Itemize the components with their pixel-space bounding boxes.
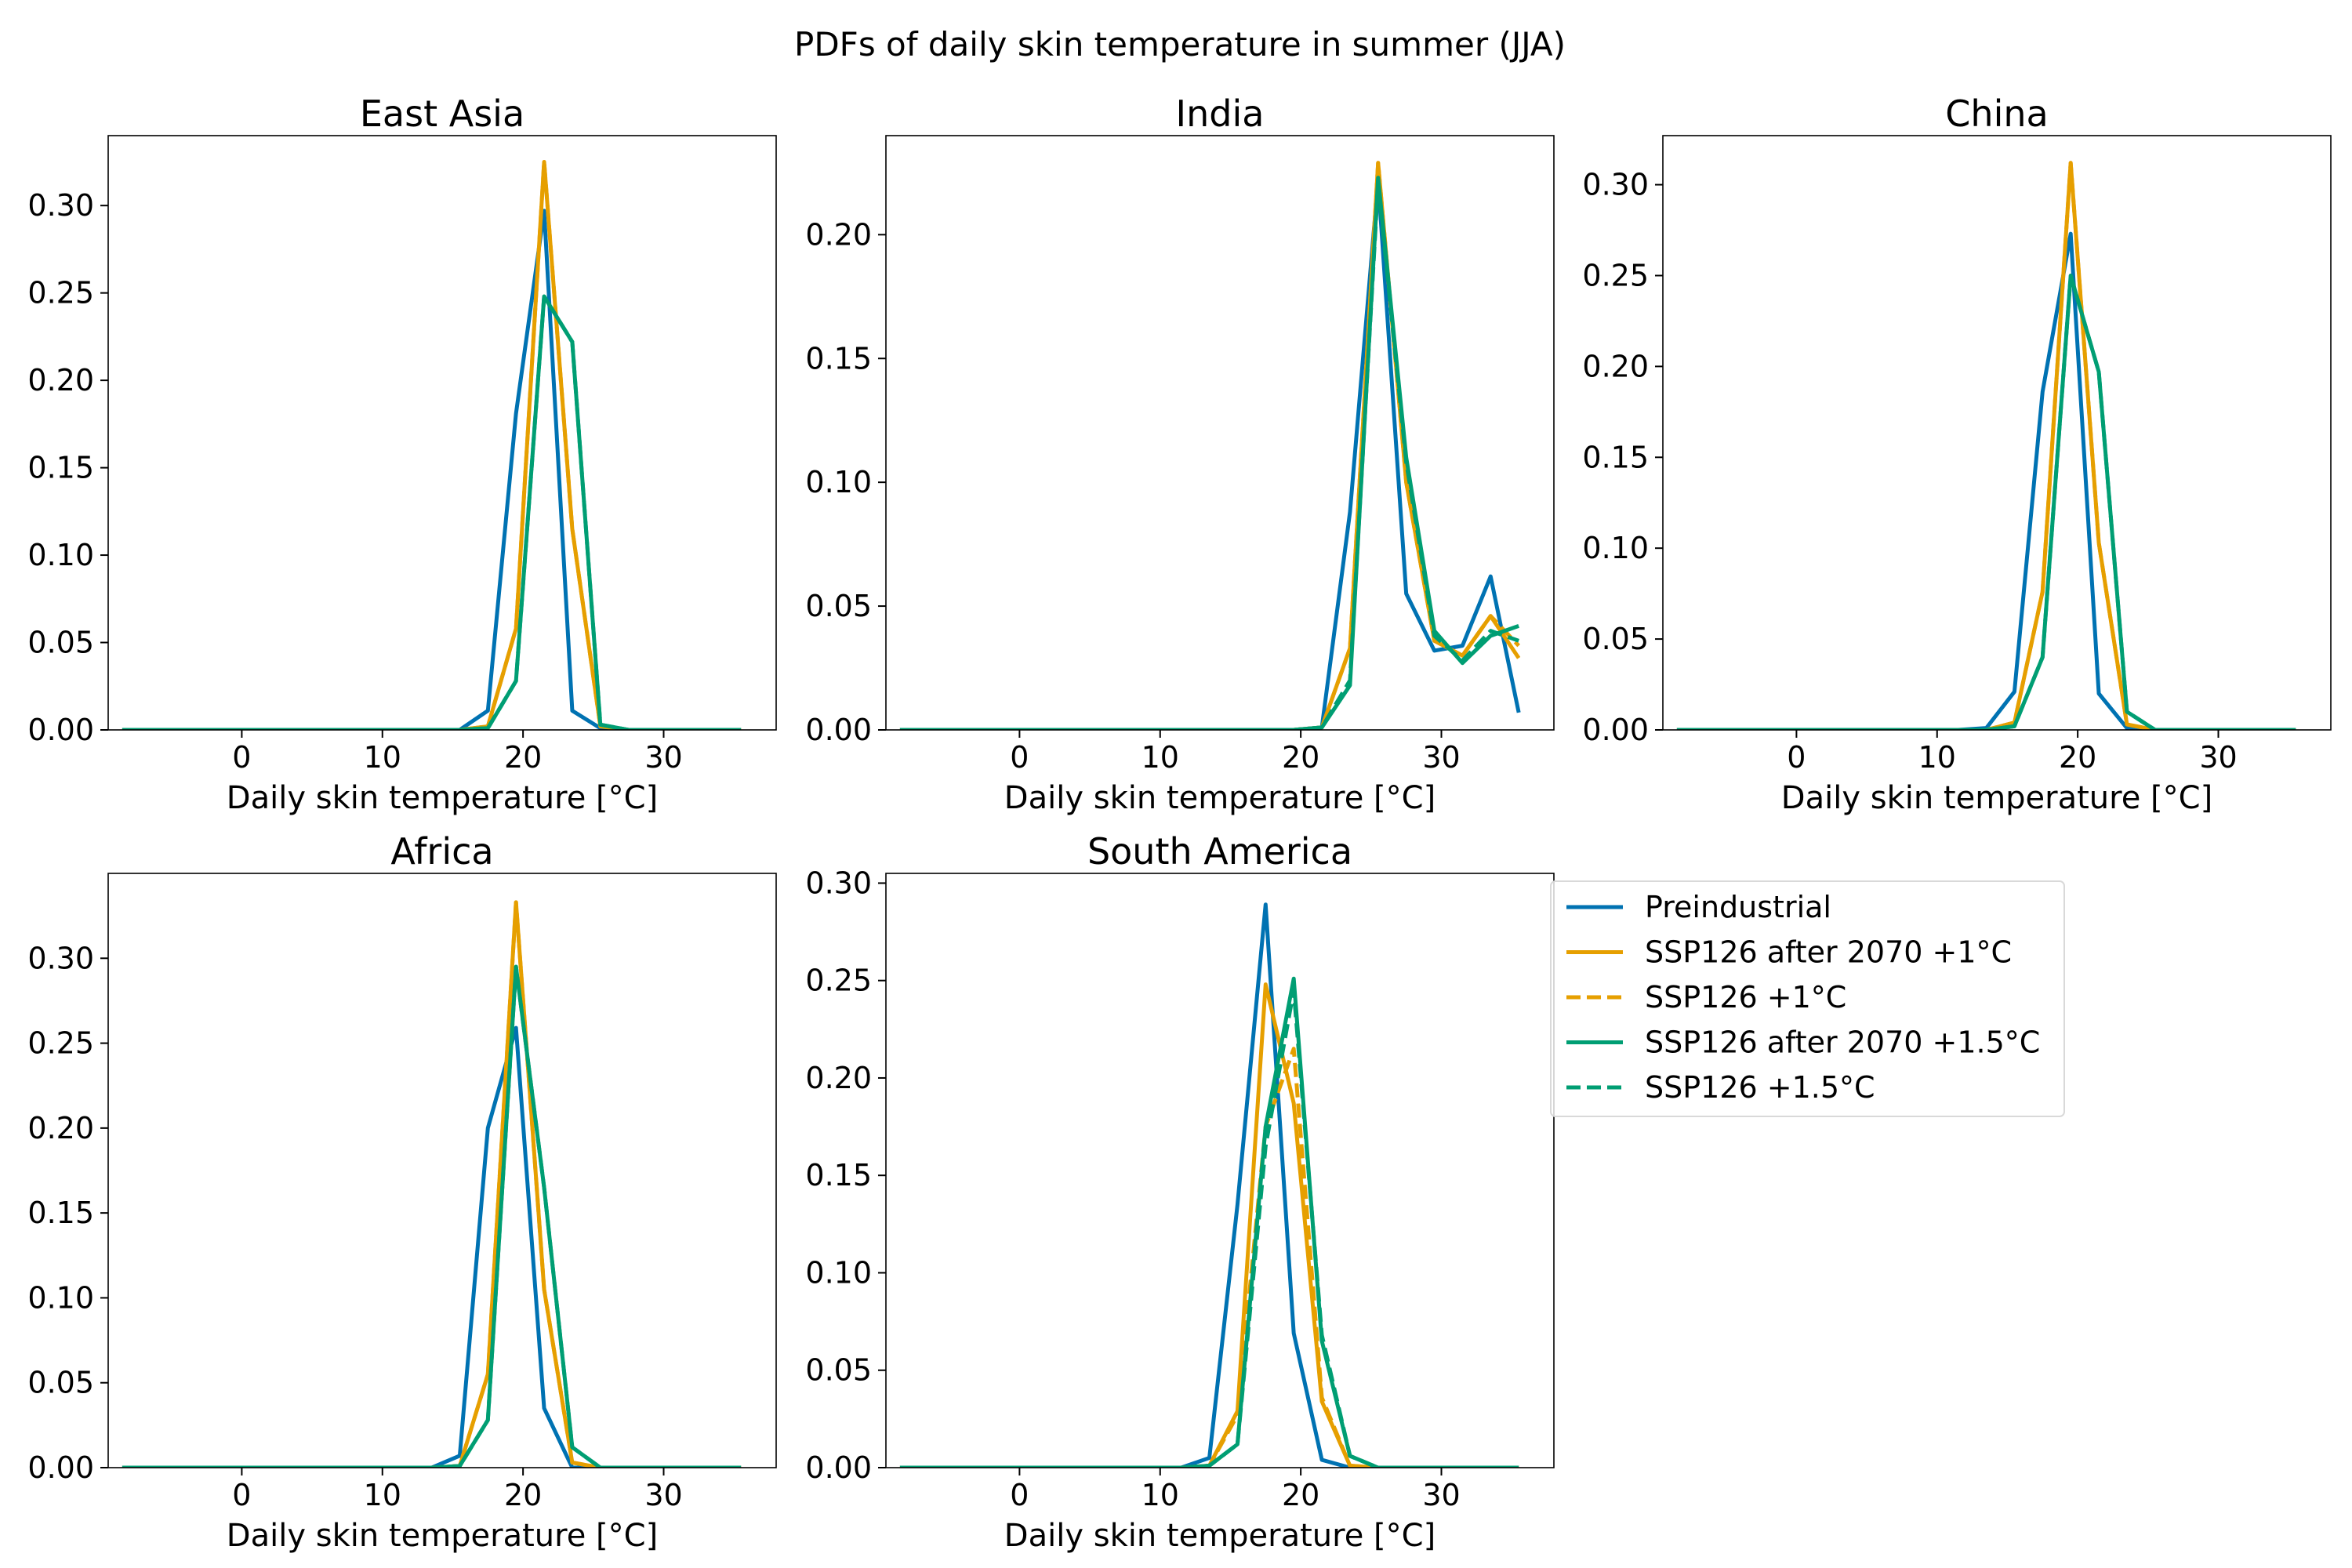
legend-label-ssp126-after-2070-1-5-c: SSP126 after 2070 +1.5°C [1645, 1025, 2040, 1060]
axes-frame [107, 873, 777, 1468]
panel-east-asia: East Asia 0 10 20 30 0.00 0.05 0.10 0.15 0.20 0.25… [27, 93, 777, 816]
x-tick-label: 0 [1010, 740, 1029, 775]
x-tick-label: 30 [644, 1478, 682, 1512]
series-line-preindustrial [899, 178, 1521, 730]
x-tick-label: 30 [1422, 740, 1460, 775]
panel-title-south-america: South America [1087, 830, 1352, 873]
y-tick-label: 0.30 [27, 941, 94, 975]
x-axis-label: Daily skin temperature [°C] [1781, 780, 2212, 816]
x-tick-label: 20 [1282, 1478, 1319, 1512]
legend-label-preindustrial: Preindustrial [1645, 890, 1831, 924]
x-tick-label: 30 [644, 740, 682, 775]
y-tick-label: 0.25 [27, 276, 94, 310]
y-tick-label: 0.20 [1582, 349, 1649, 383]
axes-frame [1662, 135, 2332, 731]
panel-title-east-asia: East Asia [360, 93, 524, 135]
x-axis-label: Daily skin temperature [°C] [1004, 780, 1436, 816]
y-tick-label: 0.00 [27, 713, 94, 747]
series-line-ssp126-1-c [899, 161, 1520, 730]
panel-china: China 0 10 20 30 0.00 0.05 0.10 0.15 0.20 0.25 0.30… [1582, 93, 2332, 816]
series-lines [899, 161, 1521, 730]
y-tick-label: 0.30 [1582, 168, 1649, 202]
panel-india: India 0 10 20 30 0.00 0.05 0.10 0.15 0.20 Daily sk… [805, 93, 1555, 816]
y-tick-label: 0.15 [805, 341, 872, 376]
x-tick-label: 0 [232, 740, 251, 775]
panel-title-china: China [1945, 93, 2048, 135]
panels: East Asia 0 10 20 30 0.00 0.05 0.10 0.15 0.20 0.25… [27, 93, 2332, 1554]
y-tick-label: 0.10 [27, 1280, 94, 1315]
x-axis-label: Daily skin temperature [°C] [1004, 1518, 1436, 1554]
x-tick-label: 10 [364, 740, 401, 775]
x-tick-label: 20 [504, 740, 542, 775]
y-tick-label: 0.05 [805, 589, 872, 623]
legend-label-ssp126-1-c: SSP126 +1°C [1645, 980, 1846, 1014]
legend-label-ssp126-1-5-c: SSP126 +1.5°C [1645, 1070, 1875, 1105]
series-lines [899, 902, 1519, 1468]
x-tick-label: 0 [1010, 1478, 1029, 1512]
axes-frame [885, 135, 1555, 731]
y-tick-label: 0.15 [27, 451, 94, 485]
y-tick-label: 0.10 [805, 1255, 872, 1290]
x-tick-label: 0 [232, 1478, 251, 1512]
y-tick-label: 0.10 [805, 465, 872, 499]
y-tick-label: 0.05 [1582, 622, 1649, 656]
x-axis-label: Daily skin temperature [°C] [227, 780, 658, 816]
panel-africa: Africa 0 10 20 30 0.00 0.05 0.10 0.15 0.20 0.25 0.3… [27, 830, 777, 1554]
x-tick-label: 10 [364, 1478, 401, 1512]
x-tick-label: 10 [1918, 740, 1956, 775]
y-tick-label: 0.15 [27, 1196, 94, 1230]
y-tick-label: 0.25 [27, 1026, 94, 1061]
x-tick-label: 0 [1787, 740, 1806, 775]
y-tick-label: 0.25 [805, 964, 872, 998]
y-tick-label: 0.20 [805, 1061, 872, 1095]
y-tick-label: 0.30 [27, 188, 94, 223]
y-tick-label: 0.30 [805, 866, 872, 900]
figure-title: PDFs of daily skin temperature in summer… [794, 25, 1566, 64]
axes-frame [107, 135, 777, 731]
x-tick-label: 10 [1142, 1478, 1179, 1512]
series-line-ssp126-1-5-c [899, 180, 1519, 730]
y-tick-label: 0.10 [27, 538, 94, 572]
x-tick-label: 30 [2199, 740, 2237, 775]
x-tick-label: 30 [1422, 1478, 1460, 1512]
y-tick-label: 0.20 [805, 217, 872, 252]
legend-box [1550, 880, 2065, 1117]
y-tick-label: 0.00 [27, 1450, 94, 1485]
x-tick-label: 20 [1282, 740, 1319, 775]
series-lines [1676, 161, 2296, 730]
y-tick-label: 0.15 [1582, 440, 1649, 474]
panel-title-india: India [1176, 93, 1265, 135]
legend: Preindustrial SSP126 after 2070 +1°C SSP12… [1550, 880, 2065, 1117]
axes-frame [885, 873, 1555, 1468]
y-tick-label: 0.00 [805, 713, 872, 747]
x-tick-label: 20 [504, 1478, 542, 1512]
y-tick-label: 0.20 [27, 1111, 94, 1145]
y-tick-label: 0.05 [27, 626, 94, 660]
y-tick-label: 0.00 [805, 1450, 872, 1485]
x-tick-label: 20 [2059, 740, 2096, 775]
y-tick-label: 0.10 [1582, 531, 1649, 565]
panel-south-america: South America 0 10 20 30 0.00 0.05 0.10 0.15 0.20… [805, 830, 1555, 1554]
y-tick-label: 0.00 [1582, 713, 1649, 747]
y-tick-label: 0.20 [27, 363, 94, 397]
x-tick-label: 10 [1142, 740, 1179, 775]
y-tick-label: 0.25 [1582, 258, 1649, 292]
legend-label-ssp126-after-2070-1-c: SSP126 after 2070 +1°C [1645, 935, 2012, 970]
y-tick-label: 0.05 [805, 1353, 872, 1388]
x-axis-label: Daily skin temperature [°C] [227, 1518, 658, 1554]
series-line-preindustrial [899, 902, 1519, 1468]
y-tick-label: 0.15 [805, 1158, 872, 1192]
panel-title-africa: Africa [390, 830, 493, 873]
series-line-ssp126-1-5-c [899, 988, 1519, 1468]
y-tick-label: 0.05 [27, 1366, 94, 1400]
